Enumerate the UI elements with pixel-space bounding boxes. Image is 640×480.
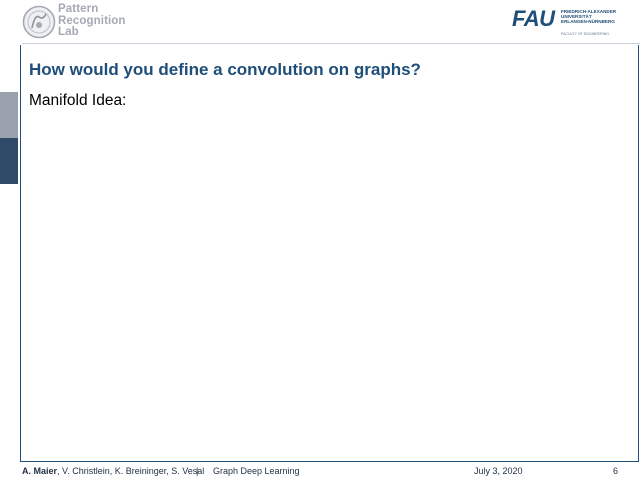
footer-course-title: Graph Deep Learning <box>213 466 300 476</box>
side-tab-light <box>0 92 18 138</box>
lab-name-line-2: Recognition <box>58 14 126 27</box>
slide-title: How would you define a convolution on gr… <box>29 60 421 79</box>
slide-body-text: Manifold Idea: <box>29 92 127 109</box>
fau-university-name: FRIEDRICH-ALEXANDER UNIVERSITÄT ERLANGEN… <box>561 9 616 24</box>
side-tab-dark <box>0 138 18 184</box>
lab-name-line-3: Lab <box>58 26 79 38</box>
slide-content-frame <box>20 45 639 462</box>
fau-logo: FAU FRIEDRICH-ALEXANDER UNIVERSITÄT ERLA… <box>512 6 627 37</box>
fau-name-line-1: FRIEDRICH-ALEXANDER <box>561 9 617 14</box>
fau-faculty: FACULTY OF ENGINEERING <box>561 32 609 36</box>
footer-author-lead: A. Maier <box>22 466 58 476</box>
fau-mark: FAU <box>512 6 555 31</box>
fau-name-line-3: ERLANGEN-NÜRNBERG <box>561 19 615 24</box>
header-divider <box>22 43 640 44</box>
slide-footer: A. Maier, V. Christlein, K. Breininger, … <box>0 462 640 480</box>
fau-name-line-2: UNIVERSITÄT <box>561 14 592 19</box>
slide-header: Pattern Recognition Lab FAU FRIEDRICH-AL… <box>0 0 640 44</box>
pattern-recognition-lab-logo-icon <box>22 5 56 39</box>
footer-page-number: 6 <box>613 466 619 476</box>
lab-name-line-1: Pattern <box>58 3 99 15</box>
footer-authors-rest: , V. Christlein, K. Breininger, S. Vesal <box>57 466 205 476</box>
footer-authors: A. Maier, V. Christlein, K. Breininger, … <box>22 466 204 476</box>
footer-date: July 3, 2020 <box>474 466 523 476</box>
footer-separator: | <box>196 466 199 476</box>
lab-name: Pattern Recognition Lab <box>58 3 126 39</box>
